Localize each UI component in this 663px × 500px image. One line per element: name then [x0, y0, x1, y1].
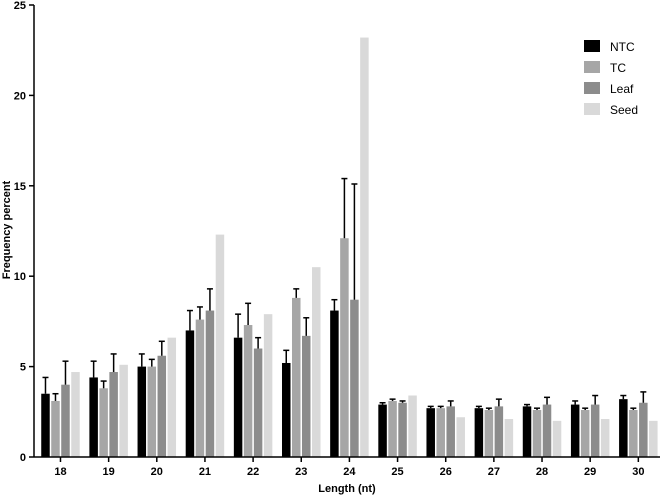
legend-swatch-seed [584, 103, 600, 115]
legend-label-seed: Seed [610, 103, 638, 117]
bar-ntc-24 [330, 310, 339, 457]
y-tick-label: 25 [14, 0, 26, 12]
bar-tc-24 [340, 238, 349, 457]
legend: NTC TC Leaf Seed [584, 40, 638, 117]
legend-swatch-leaf [584, 82, 600, 94]
bar-ntc-30 [619, 399, 628, 457]
x-tick-label-30: 30 [632, 466, 644, 478]
bar-tc-23 [292, 297, 301, 457]
legend-label-leaf: Leaf [610, 82, 634, 96]
bar-tc-27 [484, 409, 494, 457]
x-tick-label-27: 27 [488, 466, 500, 478]
bar-leaf-25 [398, 402, 407, 457]
bar-seed-18 [71, 372, 80, 457]
y-axis-title: Frequency percent [1, 180, 13, 279]
bar-ntc-20 [137, 366, 147, 457]
bar-tc-21 [195, 319, 205, 457]
bar-leaf-23 [302, 335, 311, 457]
bar-ntc-26 [426, 408, 435, 457]
y-tick-label: 5 [20, 362, 26, 374]
y-tick-label: 20 [14, 90, 26, 102]
legend-swatch-ntc [584, 40, 600, 52]
bar-tc-29 [580, 409, 590, 457]
bar-leaf-21 [205, 310, 215, 457]
bar-tc-22 [243, 325, 253, 457]
x-tick-label-20: 20 [151, 466, 163, 478]
bar-seed-24 [360, 37, 369, 457]
bar-leaf-18 [61, 384, 70, 457]
bar-seed-30 [649, 420, 658, 457]
bar-leaf-30 [639, 402, 648, 457]
bar-seed-22 [263, 314, 273, 457]
y-tick-label: 0 [20, 452, 26, 464]
bar-ntc-28 [522, 406, 532, 457]
bar-ntc-18 [41, 393, 50, 457]
bar-seed-23 [312, 267, 321, 457]
bar-tc-18 [51, 400, 60, 457]
x-tick-label-28: 28 [536, 466, 548, 478]
y-tick-label: 15 [14, 181, 26, 193]
legend-label-ntc: NTC [610, 40, 635, 54]
bar-seed-20 [167, 337, 177, 457]
bar-leaf-29 [590, 404, 600, 457]
bar-leaf-20 [157, 355, 167, 457]
bar-ntc-22 [233, 337, 243, 457]
bar-leaf-19 [109, 372, 118, 457]
x-axis-title: Length (nt) [318, 483, 376, 495]
bar-leaf-28 [542, 404, 552, 457]
bar-ntc-21 [185, 330, 195, 457]
x-tick-label-22: 22 [247, 466, 259, 478]
bar-tc-30 [629, 409, 638, 457]
x-tick-label-24: 24 [343, 466, 356, 478]
x-tick-label-25: 25 [391, 466, 403, 478]
bar-leaf-27 [494, 406, 504, 457]
x-tick-label-26: 26 [440, 466, 452, 478]
legend-swatch-tc [584, 61, 600, 73]
x-tick-label-18: 18 [54, 466, 66, 478]
bar-leaf-26 [446, 406, 455, 457]
bar-seed-19 [119, 364, 128, 457]
bar-ntc-27 [474, 408, 484, 457]
bar-seed-29 [600, 419, 610, 457]
bar-tc-19 [99, 388, 108, 457]
bar-ntc-25 [378, 404, 387, 457]
bar-seed-26 [456, 417, 465, 457]
x-tick-label-21: 21 [199, 466, 211, 478]
x-tick-label-23: 23 [295, 466, 307, 478]
bar-ntc-29 [570, 404, 580, 457]
bar-tc-28 [532, 409, 542, 457]
bar-ntc-19 [89, 377, 98, 457]
x-tick-label-29: 29 [584, 466, 596, 478]
bar-seed-25 [408, 395, 417, 457]
bar-tc-26 [436, 408, 445, 457]
x-tick-label-19: 19 [103, 466, 115, 478]
legend-label-tc: TC [610, 61, 626, 75]
bar-ntc-23 [282, 362, 291, 457]
plot-area [41, 37, 658, 457]
bar-tc-25 [388, 400, 397, 457]
bar-leaf-22 [253, 348, 263, 457]
axes: 0 5 10 15 20 25 18 19 20 21 22 23 24 25 26 27 28 29 30 [14, 0, 660, 478]
bar-leaf-24 [350, 299, 359, 457]
bar-seed-21 [215, 234, 225, 457]
bar-seed-28 [552, 420, 562, 457]
bar-tc-20 [147, 366, 157, 457]
bar-seed-27 [504, 419, 514, 457]
y-tick-label: 10 [14, 271, 26, 283]
